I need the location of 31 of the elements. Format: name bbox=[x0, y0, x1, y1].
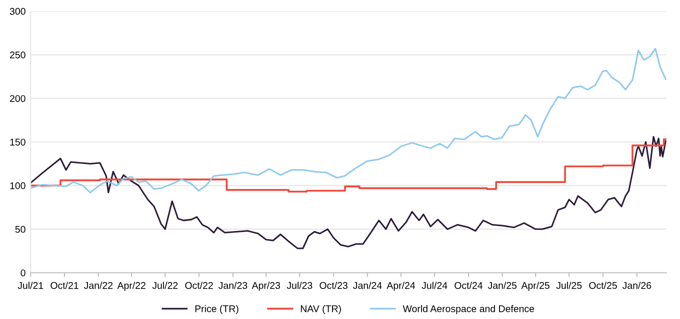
y-tick-label: 100 bbox=[10, 182, 26, 190]
x-tick-label: Oct/22 bbox=[185, 282, 213, 289]
x-tick-label: Jan/24 bbox=[353, 282, 382, 289]
y-tick-label: 300 bbox=[10, 8, 26, 15]
x-tick-label: Oct/24 bbox=[454, 282, 483, 289]
x-tick-label: Jul/23 bbox=[286, 282, 312, 289]
y-tick-label: 250 bbox=[10, 51, 26, 58]
x-tick-label: Apr/24 bbox=[386, 282, 416, 291]
legend-label: Price (TR) bbox=[195, 305, 238, 314]
x-tick-label: Jul/25 bbox=[556, 282, 582, 289]
x-tick-label: Apr/22 bbox=[117, 282, 146, 291]
y-tick-label: 150 bbox=[10, 138, 26, 146]
x-tick-label: Jul/22 bbox=[152, 282, 178, 289]
x-tick-label: Jul/21 bbox=[18, 282, 44, 289]
x-tick-label: Oct/23 bbox=[320, 282, 348, 289]
x-tick-label: Oct/21 bbox=[50, 282, 78, 289]
y-tick-label: 200 bbox=[10, 95, 26, 102]
x-tick-label: Jan/22 bbox=[84, 282, 113, 289]
x-tick-label: Jul/24 bbox=[422, 282, 448, 289]
x-tick-label: Jan/23 bbox=[218, 282, 248, 289]
y-tick-label: 0 bbox=[20, 269, 26, 276]
x-tick-label: Jan/25 bbox=[488, 282, 517, 289]
line-series bbox=[30, 136, 666, 250]
x-tick-label: Jan/26 bbox=[622, 282, 652, 289]
x-tick-label: Oct/25 bbox=[589, 282, 617, 289]
legend-label: World Aerospace and Defence bbox=[402, 305, 534, 314]
line-series bbox=[30, 48, 666, 194]
legend-label: NAV (TR) bbox=[300, 305, 341, 314]
y-tick-label: 50 bbox=[15, 226, 26, 233]
x-tick-label: Apr/25 bbox=[521, 282, 550, 291]
x-tick-label: Apr/23 bbox=[252, 282, 280, 291]
